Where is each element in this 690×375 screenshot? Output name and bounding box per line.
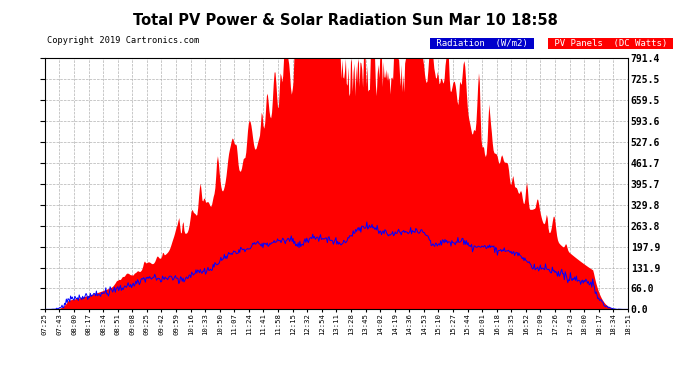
Text: Radiation  (W/m2): Radiation (W/m2)	[431, 39, 533, 48]
Text: PV Panels  (DC Watts): PV Panels (DC Watts)	[549, 39, 672, 48]
Text: Copyright 2019 Cartronics.com: Copyright 2019 Cartronics.com	[47, 36, 199, 45]
Text: Total PV Power & Solar Radiation Sun Mar 10 18:58: Total PV Power & Solar Radiation Sun Mar…	[132, 13, 558, 28]
